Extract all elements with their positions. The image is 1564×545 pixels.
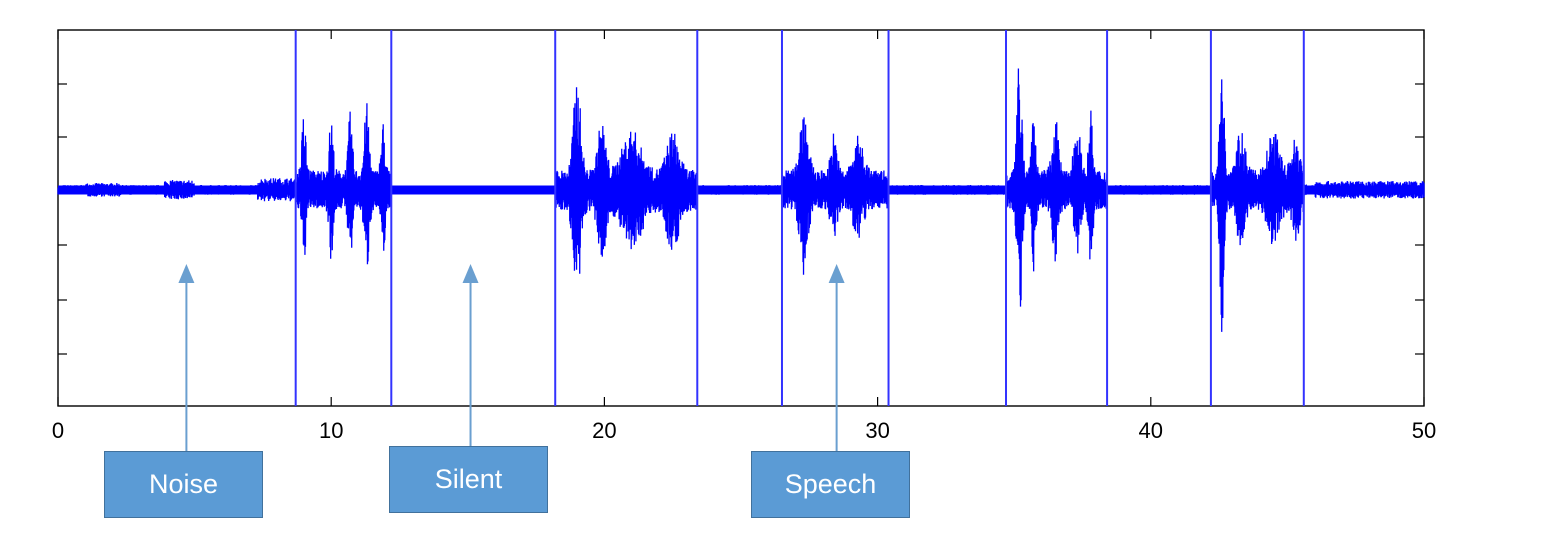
x-tick-label-0: 0	[52, 418, 64, 443]
x-tick-label-4: 40	[1139, 418, 1163, 443]
callout-speech: Speech	[751, 451, 910, 518]
annotation-arrowhead-2	[828, 264, 845, 283]
x-tick-label-2: 20	[592, 418, 616, 443]
callout-noise: Noise	[104, 451, 263, 518]
annotation-arrowhead-1	[462, 264, 479, 283]
annotation-arrowhead-0	[178, 264, 195, 283]
x-tick-label-3: 30	[865, 418, 889, 443]
plot-frame	[57, 29, 1425, 407]
x-tick-label-1: 10	[319, 418, 343, 443]
x-tick-label-5: 50	[1412, 418, 1436, 443]
plot-area: 0 10 20 30 40 50	[52, 29, 1436, 451]
callout-silent: Silent	[389, 446, 548, 513]
